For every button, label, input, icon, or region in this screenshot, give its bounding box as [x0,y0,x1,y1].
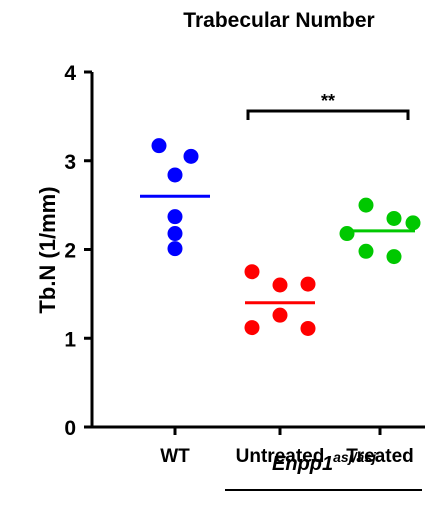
data-point [167,226,183,242]
data-point [244,264,260,280]
chart-title: Trabecular Number [183,9,374,32]
group-label: Enpp1asj/asj [272,449,377,475]
y-tick-label: 4 [64,62,76,85]
data-point [167,209,183,225]
significance-label: ** [321,91,335,111]
y-tick-label: 0 [64,417,76,440]
data-point [272,277,288,293]
data-point [300,320,316,336]
y-tick-label: 3 [64,151,76,174]
x-tick-label: Treated [346,446,414,467]
group-label-base: Enpp1 [272,453,333,475]
data-point [405,215,421,231]
x-tick-label: Untreated [236,446,325,467]
y-tick-label: 1 [64,328,76,351]
x-ticks: WT Untreated Treated [160,427,414,467]
y-tick-label: 2 [64,240,76,263]
data-point [167,241,183,257]
data-point [244,320,260,336]
group-label-superscript: asj/asj [333,449,377,465]
data-point [151,138,167,154]
y-ticks: 0 1 2 3 4 [64,62,92,440]
data-point [167,167,183,183]
mean-lines [140,194,415,305]
data-point [386,249,402,265]
significance-bracket: ** [246,91,410,120]
data-point [358,243,374,259]
data-point [358,197,374,213]
significance-line [246,109,410,120]
x-tick-label: WT [160,446,190,467]
y-axis-label: Tb.N (1/mm) [35,186,60,313]
data-point [386,210,402,226]
data-point [300,276,316,292]
data-point [339,226,355,242]
data-points [151,138,421,336]
data-point [272,307,288,323]
data-point [183,148,199,164]
